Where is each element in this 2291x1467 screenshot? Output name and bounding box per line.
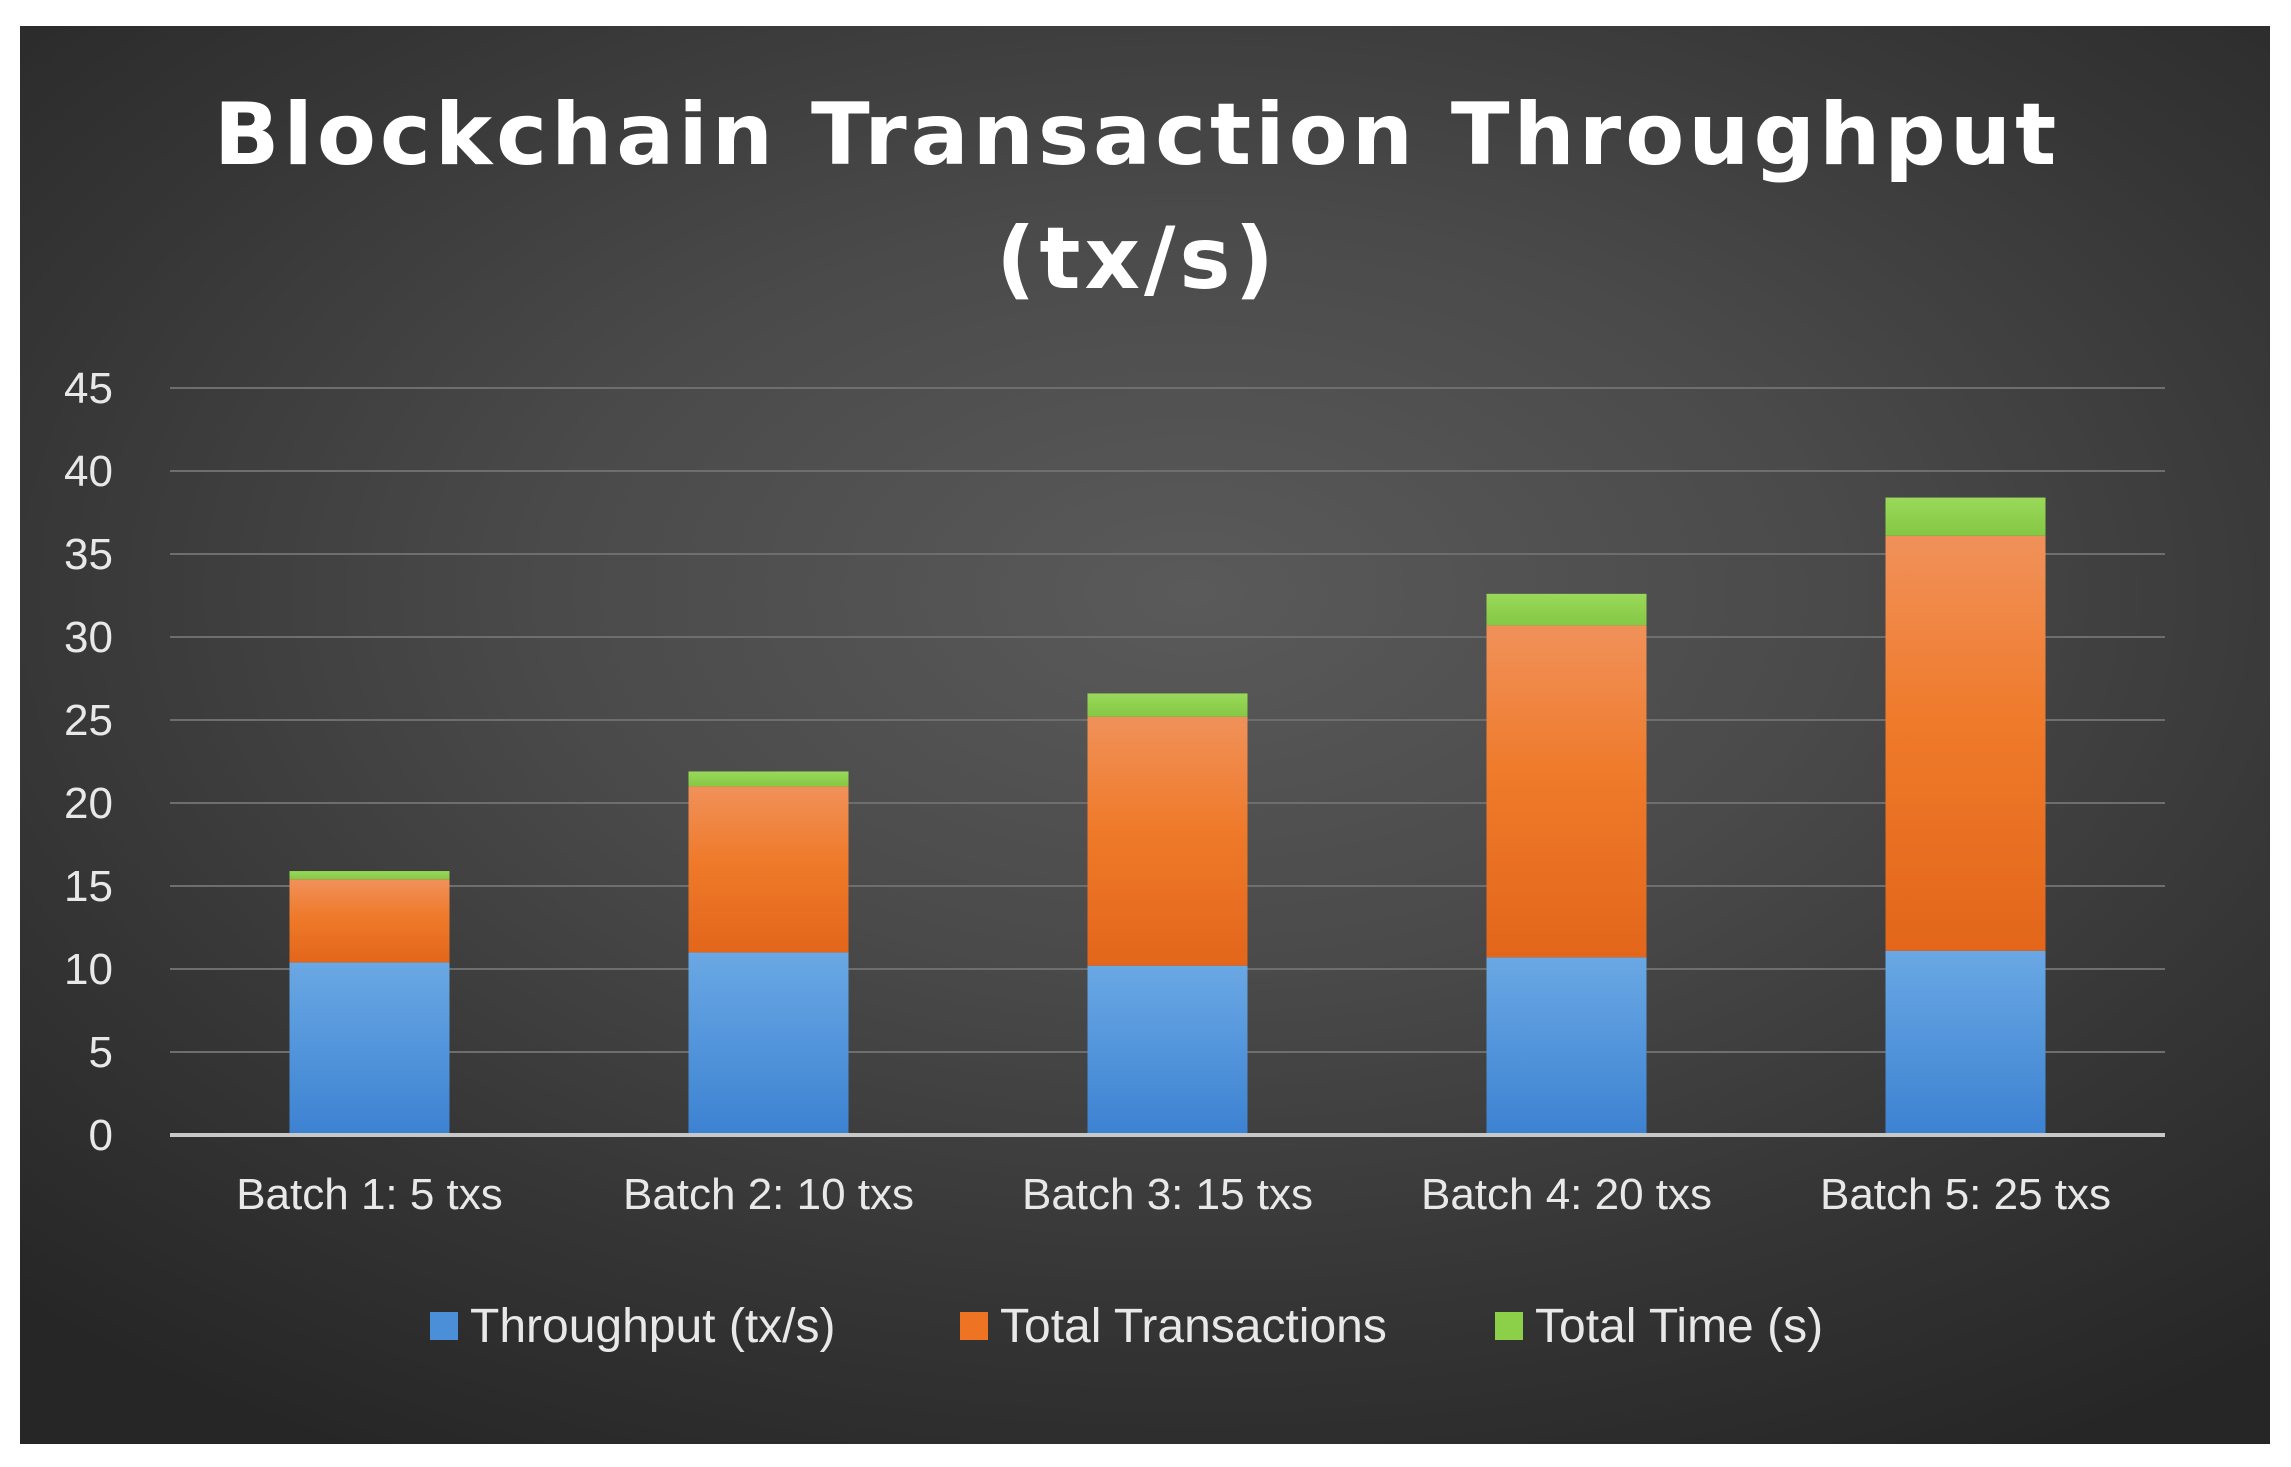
x-tick-label: Batch 2: 10 txs (623, 1170, 914, 1219)
y-tick-label: 45 (64, 364, 113, 413)
y-tick-label: 35 (64, 530, 113, 579)
x-tick-label: Batch 5: 25 txs (1820, 1170, 2111, 1219)
bar-total-time (1486, 593, 1647, 626)
bar-total-time (688, 771, 849, 787)
bar-throughput (289, 962, 450, 1135)
bar-throughput (688, 952, 849, 1135)
bar-total-time (289, 871, 450, 880)
legend-label: Total Time (s) (1535, 1300, 1823, 1353)
bar-total-transactions (289, 879, 450, 963)
x-tick-label: Batch 4: 20 txs (1421, 1170, 1712, 1219)
legend-label: Total Transactions (1000, 1300, 1387, 1353)
y-tick-label: 25 (64, 696, 113, 745)
chart-title: Blockchain Transaction Throughput (tx/s) (214, 85, 2060, 309)
bar-total-transactions (688, 786, 849, 953)
y-tick-label: 20 (64, 779, 113, 828)
bar-total-time (1087, 693, 1248, 717)
bar-total-time (1885, 497, 2046, 536)
legend-swatch (960, 1312, 988, 1340)
legend-swatch (1495, 1312, 1523, 1340)
chart-title-line-1: Blockchain Transaction Throughput (214, 85, 2060, 185)
y-tick-label: 40 (64, 447, 113, 496)
bar-total-transactions (1087, 716, 1248, 966)
legend: Throughput (tx/s) Total Transactions Total… (430, 1300, 1823, 1353)
chart-title-line-2: (tx/s) (996, 209, 1278, 309)
bar-throughput (1885, 950, 2046, 1135)
y-tick-label: 0 (89, 1111, 113, 1160)
chart-svg: Blockchain Transaction Throughput (tx/s)… (64, 85, 2165, 1353)
bar-total-transactions (1486, 625, 1647, 958)
x-tick-label: Batch 1: 5 txs (236, 1170, 503, 1219)
bars (289, 497, 2046, 1135)
legend-swatch (430, 1312, 458, 1340)
y-tick-label: 15 (64, 862, 113, 911)
bar-total-transactions (1885, 535, 2046, 951)
y-tick-label: 30 (64, 613, 113, 662)
x-axis-ticks: Batch 1: 5 txs Batch 2: 10 txs Batch 3: 15… (236, 1170, 2111, 1219)
chart-frame: Blockchain Transaction Throughput (tx/s)… (20, 26, 2270, 1444)
y-tick-label: 5 (89, 1028, 113, 1077)
bar-throughput (1087, 965, 1248, 1135)
bar-throughput (1486, 957, 1647, 1135)
legend-label: Throughput (tx/s) (470, 1300, 835, 1353)
x-tick-label: Batch 3: 15 txs (1022, 1170, 1313, 1219)
y-tick-label: 10 (64, 945, 113, 994)
y-axis-ticks: 0 5 10 15 20 25 30 35 40 45 (64, 364, 113, 1160)
